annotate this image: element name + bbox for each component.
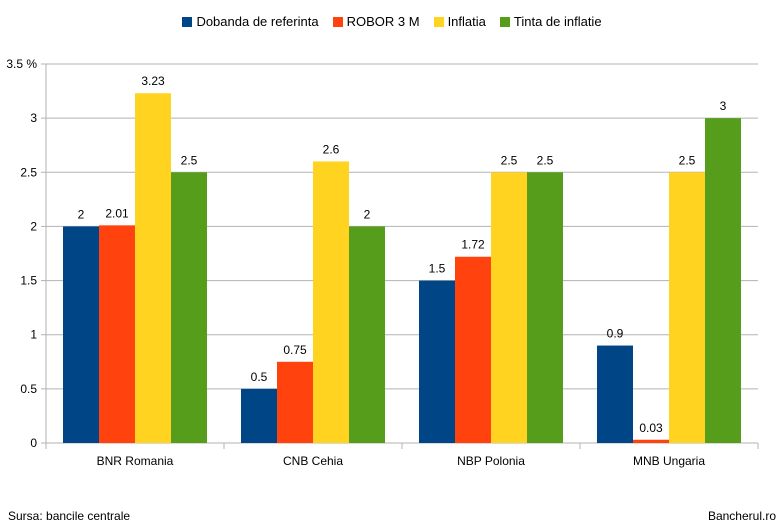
data-label: 0.75: [283, 343, 307, 357]
y-tick-label: 0.5: [20, 382, 37, 396]
data-label: 2.5: [501, 153, 518, 167]
bar: [633, 439, 669, 443]
y-tick-label: 3.5 %: [6, 57, 37, 71]
x-tick-label: NBP Polonia: [457, 454, 525, 468]
y-tick-label: 2.5: [20, 165, 37, 179]
bar: [455, 256, 491, 443]
y-tick-label: 2: [30, 219, 37, 233]
y-tick-label: 0: [30, 436, 37, 450]
x-tick-label: BNR Romania: [97, 454, 174, 468]
data-label: 0.03: [639, 421, 663, 435]
legend-label: Tinta de inflatie: [513, 14, 602, 29]
bar: [597, 345, 633, 443]
source-note: Sursa: bancile centrale: [8, 509, 131, 523]
data-label: 2.01: [105, 206, 129, 220]
legend-label: Dobanda de referinta: [196, 14, 319, 29]
data-label: 1.5: [429, 262, 446, 276]
bar: [313, 161, 349, 443]
legend-label: Inflatia: [447, 14, 486, 29]
legend-swatch: [182, 16, 193, 27]
brand-label: Bancherul.ro: [707, 509, 776, 523]
y-tick-label: 3: [30, 111, 37, 125]
y-tick-label: 1.5: [20, 274, 37, 288]
legend-entry: Inflatia: [433, 14, 486, 29]
y-tick-label: 1: [30, 328, 37, 342]
data-label: 0.5: [251, 370, 268, 384]
legend-swatch: [332, 16, 343, 27]
legend-entry: Dobanda de referinta: [182, 14, 319, 29]
bar: [171, 172, 207, 444]
data-label: 2.5: [679, 153, 696, 167]
bar: [491, 172, 527, 444]
data-label: 0.9: [607, 327, 624, 341]
x-tick-label: MNB Ungaria: [633, 454, 705, 468]
bar: [99, 225, 135, 443]
data-label: 2: [364, 207, 371, 221]
bar: [419, 280, 455, 443]
data-label: 3: [720, 99, 727, 113]
bar: [63, 226, 99, 443]
legend-swatch: [433, 16, 444, 27]
bar: [135, 93, 171, 443]
bar: [527, 172, 563, 444]
data-label: 1.72: [461, 238, 485, 252]
legend-swatch: [499, 16, 510, 27]
legend-entry: ROBOR 3 M: [332, 14, 420, 29]
legend-label: ROBOR 3 M: [346, 14, 420, 29]
bar: [705, 118, 741, 444]
x-tick-label: CNB Cehia: [283, 454, 343, 468]
bar: [277, 361, 313, 443]
data-label: 2.5: [537, 153, 554, 167]
bar: [241, 388, 277, 443]
data-label: 2: [78, 207, 85, 221]
legend-entry: Tinta de inflatie: [499, 14, 602, 29]
data-label: 3.23: [141, 74, 165, 88]
bar: [349, 226, 385, 443]
chart-legend: Dobanda de referinta ROBOR 3 M Inflatia Tin…: [0, 14, 784, 29]
bar: [669, 172, 705, 444]
data-label: 2.6: [323, 142, 340, 156]
data-label: 2.5: [181, 153, 198, 167]
